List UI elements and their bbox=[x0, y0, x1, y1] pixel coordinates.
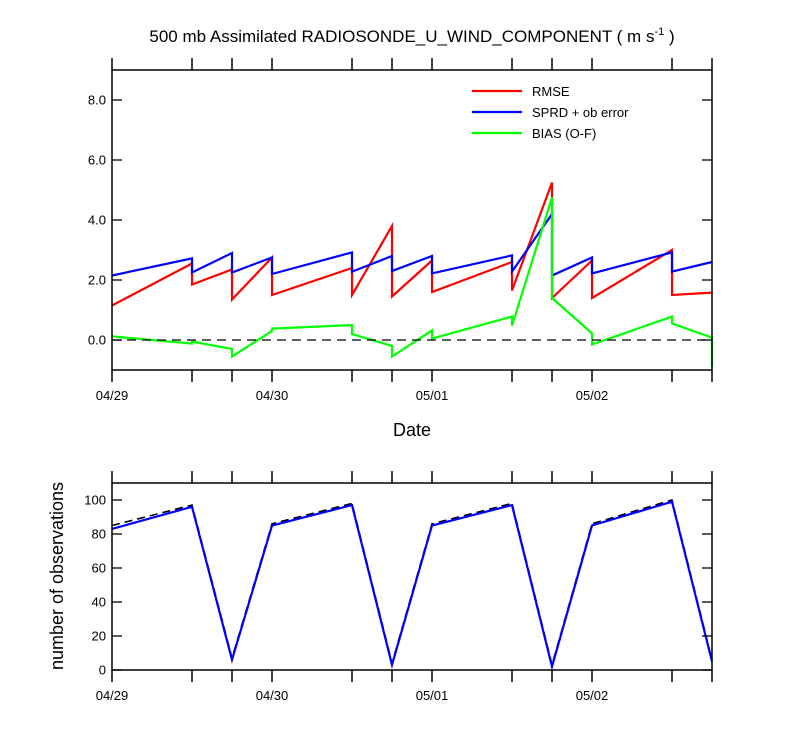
title-superscript: -1 bbox=[654, 26, 664, 38]
top-axes: 0.0 2.0 4.0 6.0 8.0 04/29 04/30 05/01 05/02 bbox=[88, 58, 713, 403]
bottom-x-tick-label: 04/30 bbox=[256, 688, 289, 703]
bottom-axes: 0 20 40 60 80 100 04/29 04/30 05/01 05/02 bbox=[84, 471, 713, 703]
legend: RMSE SPRD + ob error BIAS (O-F) bbox=[472, 84, 629, 141]
bottom-series-line-assimilated-observations bbox=[111, 500, 714, 671]
bottom-y-tick-label: 100 bbox=[84, 493, 106, 508]
top-y-tick-label: 4.0 bbox=[88, 213, 106, 228]
legend-label-bias-o-f: BIAS (O-F) bbox=[532, 126, 596, 141]
top-series-group bbox=[111, 182, 714, 367]
bottom-series-line-possible-observations bbox=[111, 498, 713, 669]
top-series-line-bias-o-f bbox=[111, 197, 714, 367]
bottom-panel: 0 20 40 60 80 100 04/29 04/30 05/01 05/02 number … bbox=[47, 471, 714, 703]
bottom-y-tick-label: 40 bbox=[92, 595, 106, 610]
bottom-series-group bbox=[111, 498, 714, 671]
bottom-plot-frame bbox=[111, 482, 713, 671]
bottom-y-tick-label: 80 bbox=[92, 527, 106, 542]
top-x-axis-title: Date bbox=[393, 420, 431, 440]
top-panel: 0.0 2.0 4.0 6.0 8.0 04/29 04/30 05/01 05/02 RMSE… bbox=[88, 58, 714, 440]
top-y-tick-label: 6.0 bbox=[88, 153, 106, 168]
top-x-tick-label: 05/01 bbox=[416, 388, 449, 403]
bottom-x-tick-label: 05/02 bbox=[576, 688, 609, 703]
bottom-x-tick-label: 04/29 bbox=[96, 688, 129, 703]
top-y-tick-label: 8.0 bbox=[88, 93, 106, 108]
top-x-tick-label: 05/02 bbox=[576, 388, 609, 403]
top-x-tick-label: 04/30 bbox=[256, 388, 289, 403]
bottom-y-tick-label: 0 bbox=[99, 663, 106, 678]
top-series-line-rmse bbox=[111, 182, 713, 307]
legend-label-rmse: RMSE bbox=[532, 84, 570, 99]
top-y-tick-label: 0.0 bbox=[88, 333, 106, 348]
top-y-tick-label: 2.0 bbox=[88, 273, 106, 288]
bottom-x-tick-label: 05/01 bbox=[416, 688, 449, 703]
chart-title: 500 mb Assimilated RADIOSONDE_U_WIND_COM… bbox=[149, 26, 674, 46]
top-series-line-sprd-ob-error bbox=[111, 210, 713, 278]
bottom-y-tick-label: 60 bbox=[92, 561, 106, 576]
bottom-y-tick-label: 20 bbox=[92, 629, 106, 644]
title-suffix: ) bbox=[664, 27, 674, 46]
legend-label-sprd-ob-error: SPRD + ob error bbox=[532, 105, 629, 120]
top-x-tick-label: 04/29 bbox=[96, 388, 129, 403]
bottom-y-axis-title: number of observations bbox=[47, 482, 67, 670]
